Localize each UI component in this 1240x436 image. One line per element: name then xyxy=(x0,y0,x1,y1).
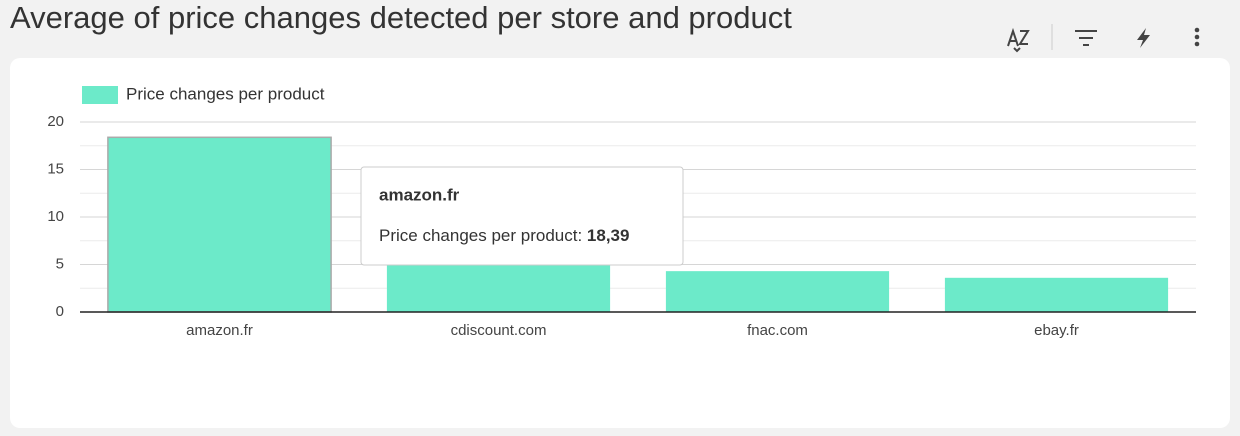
y-tick-label: 0 xyxy=(56,303,64,320)
tooltip-label: Price changes per product: xyxy=(379,226,582,245)
bar xyxy=(107,136,332,313)
tooltip-box xyxy=(360,166,684,266)
x-tick-label: cdiscount.com xyxy=(451,322,547,339)
x-tick-label: fnac.com xyxy=(747,322,808,339)
x-tick-label: ebay.fr xyxy=(1034,322,1079,339)
filter-icon[interactable] xyxy=(1075,30,1097,46)
y-tick-label: 5 xyxy=(56,255,64,272)
toolbar xyxy=(1007,24,1200,53)
bolt-icon[interactable] xyxy=(1137,28,1150,48)
y-tick-label: 10 xyxy=(47,208,64,225)
x-tick-label: amazon.fr xyxy=(186,322,253,339)
plot: 0 5 10 15 20 amazon.fr cdiscount.com fnac.com eb… xyxy=(47,113,1196,339)
bar xyxy=(665,271,890,312)
y-tick-label: 15 xyxy=(47,160,64,177)
legend-label: Price changes per product xyxy=(126,84,325,103)
tooltip-text: Price changes per product: 18,39 xyxy=(379,226,629,245)
y-tick-label: 20 xyxy=(47,113,64,130)
tooltip-value: 18,39 xyxy=(587,226,630,245)
bar xyxy=(944,277,1169,312)
more-icon[interactable] xyxy=(1194,27,1200,47)
chart-title: Average of price changes detected per st… xyxy=(10,0,792,35)
tooltip-title: amazon.fr xyxy=(379,185,460,204)
sort-icon[interactable] xyxy=(1007,27,1030,53)
legend-swatch xyxy=(82,86,118,104)
tooltip: amazon.fr Price changes per product: 18,… xyxy=(360,166,684,266)
